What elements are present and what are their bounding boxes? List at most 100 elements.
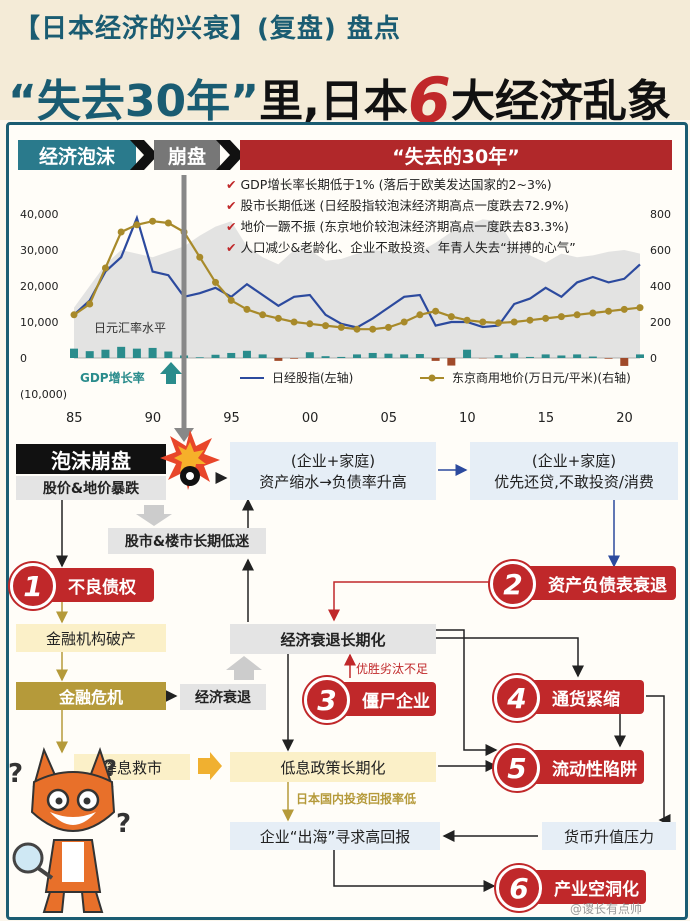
land-price-point	[636, 304, 644, 312]
land-price-point	[149, 217, 157, 225]
problem5-badge: 5	[494, 745, 540, 791]
gdp-bar	[290, 358, 299, 359]
gdp-bar	[258, 354, 267, 358]
land-price-point	[479, 318, 487, 326]
financial-crisis-box: 金融危机	[16, 682, 166, 710]
gdp-bar	[117, 346, 126, 358]
land-price-point	[495, 319, 502, 327]
title-part3: 大经济乱象	[450, 76, 671, 127]
bomb-icon	[160, 430, 220, 490]
gdp-label: GDP增长率	[80, 370, 145, 385]
land-price-point	[243, 305, 251, 313]
header-subtitle: 【日本经济的兴衰】(复盘) 盘点	[14, 14, 401, 44]
low-return-note: 日本国内投资回报率低	[296, 792, 417, 806]
legend-nikkei-label: 日经股指(左轴)	[272, 370, 353, 385]
land-price-point	[353, 325, 361, 333]
gdp-bar	[384, 353, 393, 358]
land-price-point	[212, 278, 219, 286]
problem6-badge: 6	[496, 865, 542, 911]
gdp-bar	[227, 352, 236, 358]
gdp-bar	[494, 355, 503, 358]
gdp-bar	[353, 354, 361, 358]
land-price-point	[101, 264, 109, 272]
y-right-tick-label: 200	[650, 316, 671, 329]
gdp-bar	[604, 358, 613, 359]
ribbon-bubble: 经济泡沫	[18, 140, 136, 170]
ribbon-arrow-2	[216, 140, 244, 170]
fox-mascot-icon: ? ? ?	[8, 747, 131, 913]
annotation-stock: ✔ 股市长期低迷 (日经股指较泡沫经济期高点一度跌去72.9%)	[226, 198, 569, 213]
gdp-bar	[431, 358, 440, 361]
header-title: “失去30年”里,日本6大经济乱象	[8, 58, 671, 137]
gdp-bar	[400, 354, 409, 358]
gdp-bar	[148, 347, 157, 358]
y-right-tick-label: 600	[650, 244, 671, 257]
currency-pressure-box: 货币升值压力	[542, 822, 676, 850]
gdp-bar	[636, 354, 644, 358]
y-left-tick-label: 20,000	[20, 280, 59, 293]
gdp-bar	[70, 348, 78, 358]
land-price-point	[70, 311, 78, 319]
market-slump-box: 股市&楼市长期低迷	[108, 528, 266, 554]
gdp-bar	[525, 356, 534, 358]
long-recession-box: 经济衰退长期化	[230, 624, 436, 654]
y-right-tick-label: 0	[650, 352, 657, 365]
legend-land-marker	[428, 374, 436, 382]
problem1-badge: 1	[10, 563, 56, 609]
gdp-bar	[195, 357, 204, 358]
land-price-point	[227, 296, 235, 304]
land-price-point	[620, 305, 628, 313]
asset-shrink-line2: 资产缩水→负债率升高	[259, 473, 407, 491]
x-tick-label: 20	[616, 411, 633, 426]
watermark: @谡长有点帅	[570, 902, 643, 916]
asset-shrink-line1: (企业+家庭)	[290, 452, 376, 470]
problem4-badge: 4	[494, 675, 540, 721]
y-left-tick-label: 10,000	[20, 316, 59, 329]
gdp-bar	[321, 356, 330, 358]
gdp-bar	[557, 355, 566, 358]
ribbon-collapse: 崩盘	[154, 140, 220, 170]
land-price-point	[463, 316, 471, 324]
low-rate-box: 低息政策长期化	[230, 752, 436, 782]
gdp-bar	[447, 358, 456, 366]
gdp-bar	[415, 354, 424, 358]
annotation-population: ✔ 人口减少&老龄化、企业不敢投资、年青人失去“拼搏的心气”	[226, 240, 576, 255]
y-left-tick-label: (10,000)	[20, 388, 67, 401]
gdp-arrow-icon	[160, 362, 182, 384]
gdp-bar	[164, 351, 173, 358]
y-left-tick-label: 30,000	[20, 244, 59, 257]
land-price-point	[274, 314, 282, 322]
land-price-point	[416, 311, 424, 319]
land-price-point	[510, 318, 518, 326]
land-price-point	[369, 325, 377, 333]
recession-box: 经济衰退	[180, 684, 266, 710]
land-price-point	[432, 307, 440, 315]
land-price-point	[400, 318, 408, 326]
y-left-tick-label: 0	[20, 352, 27, 365]
gdp-bar	[620, 358, 629, 366]
annotation-gdp: ✔ GDP增长率长期低于1% (落后于欧美发达国家的2~3%)	[226, 177, 552, 192]
land-price-point	[117, 228, 125, 236]
y-left-tick-label: 40,000	[20, 208, 59, 221]
survival-note: 优胜劣汰不足	[356, 662, 429, 676]
repay-line2: 优先还贷,不敢投资/消费	[494, 473, 654, 491]
problem3-badge: 3	[304, 677, 350, 723]
land-price-point	[86, 300, 94, 308]
title-part2: 里,日本	[259, 76, 408, 127]
gdp-bar	[541, 354, 550, 358]
ribbon-arrow-1	[130, 140, 158, 170]
legend-land-label: 东京商用地价(万日元/平米)(右轴)	[452, 370, 631, 385]
gdp-bar	[305, 352, 314, 358]
land-price-point	[306, 320, 314, 328]
nikkei-land-price-chart: 40,000 30,000 20,000 10,000 0 (10,000) 800 600 4…	[20, 208, 671, 426]
x-tick-label: 05	[380, 411, 397, 426]
svg-text:?: ?	[8, 759, 23, 789]
gdp-bar	[463, 349, 472, 358]
land-price-point	[384, 323, 392, 331]
x-tick-label: 10	[459, 411, 476, 426]
x-tick-label: 85	[66, 411, 83, 426]
land-price-point	[542, 314, 550, 322]
land-price-point	[573, 311, 581, 319]
